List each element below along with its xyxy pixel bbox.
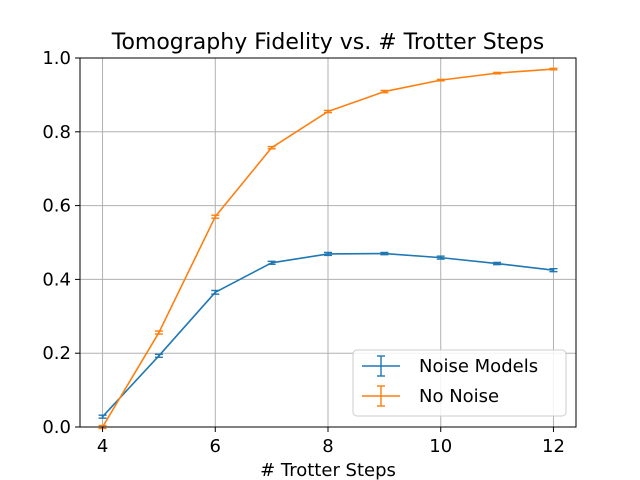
y-tick-label: 0.8 (42, 122, 71, 143)
data-point (496, 72, 498, 74)
data-point (327, 253, 329, 255)
x-tick-label: 12 (542, 436, 565, 457)
y-tick-label: 1.0 (42, 48, 71, 69)
x-tick-label: 6 (210, 436, 221, 457)
y-tick-label: 0.6 (42, 196, 71, 217)
x-tick-label: 8 (322, 436, 333, 457)
x-tick-label: 4 (97, 436, 108, 457)
data-point (158, 331, 160, 334)
data-point (552, 68, 555, 70)
y-tick-label: 0.0 (42, 417, 71, 438)
data-point (552, 269, 555, 271)
legend-item: Noise Models (362, 355, 538, 377)
data-point (383, 90, 386, 93)
legend-label: Noise Models (419, 356, 538, 377)
data-point (439, 256, 442, 259)
series-layer (98, 67, 558, 430)
data-point (496, 262, 498, 265)
data-point (101, 415, 104, 418)
data-point (383, 252, 386, 255)
legend: Noise Models No Noise (352, 349, 567, 417)
legend-item: No Noise (362, 385, 499, 407)
data-point (158, 354, 160, 357)
data-point (214, 291, 217, 294)
x-axis-label: # Trotter Steps (260, 460, 396, 480)
series-no-noise (98, 67, 558, 430)
data-point (270, 146, 273, 149)
chart-title: Tomography Fidelity vs. # Trotter Steps (111, 30, 545, 55)
x-tick-label: 10 (429, 436, 452, 457)
legend-box (352, 349, 567, 417)
data-point (214, 215, 217, 218)
y-tick-label: 0.2 (42, 343, 71, 364)
data-point (439, 79, 442, 81)
legend-label: No Noise (419, 386, 499, 407)
series-noise-models (98, 251, 558, 419)
y-tick-label: 0.4 (42, 269, 71, 290)
data-point (270, 261, 273, 264)
data-point (327, 110, 329, 113)
ticks: 4 6 8 10 12 0.0 0.2 0.4 0.6 0.8 1.0 (42, 48, 565, 457)
